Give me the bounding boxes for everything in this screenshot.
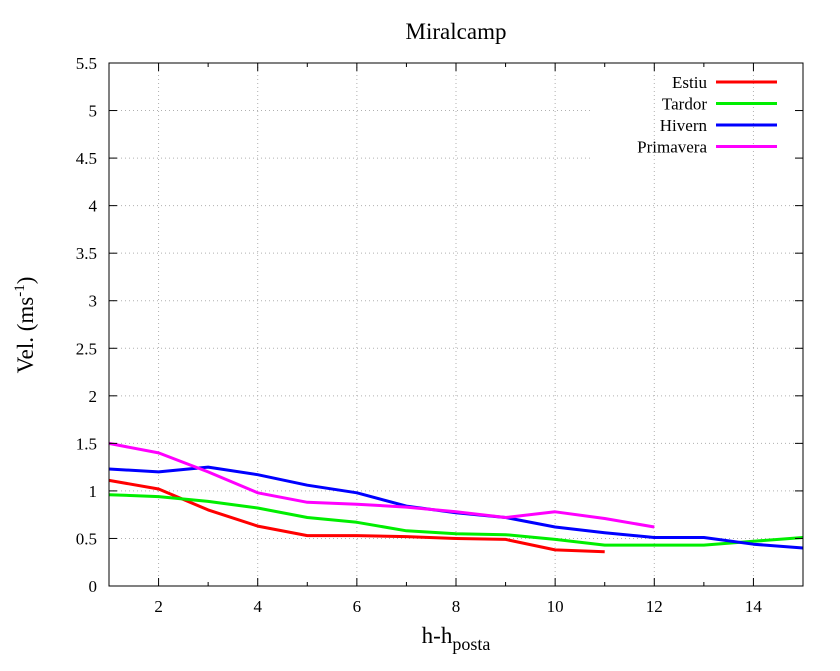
y-tick-label: 2: [89, 387, 98, 406]
x-tick-label: 6: [353, 597, 362, 616]
grid-lines: [109, 63, 803, 586]
series-lines: [108, 441, 804, 554]
x-tick-label: 10: [547, 597, 564, 616]
x-axis-label-subscript: posta: [452, 634, 490, 654]
x-tick-label: 12: [646, 597, 663, 616]
x-axis-label: h-hposta: [422, 623, 491, 654]
y-tick-label: 2.5: [76, 339, 97, 358]
y-axis-label: Vel. (ms-1): [12, 277, 38, 374]
series-line-estiu: [108, 478, 605, 554]
x-tick-label: 2: [154, 597, 163, 616]
y-axis-label-superscript: -1: [12, 284, 28, 297]
legend-label-hivern: Hivern: [660, 116, 708, 135]
x-axis-label-main: h-h: [422, 623, 453, 648]
y-tick-label: 4.5: [76, 149, 97, 168]
y-axis-label-close: ): [13, 277, 38, 285]
x-tick-label: 4: [253, 597, 262, 616]
series-line-tardor: [108, 493, 804, 547]
y-tick-label: 0: [89, 577, 98, 596]
axis-ticks: [108, 62, 804, 587]
legend: Estiu Tardor Hivern Primavera: [637, 73, 777, 157]
y-tick-label: 5.5: [76, 54, 97, 73]
x-tick-label: 8: [452, 597, 461, 616]
legend-label-primavera: Primavera: [637, 138, 707, 157]
x-tick-label: 14: [745, 597, 763, 616]
y-tick-label: 0.5: [76, 529, 97, 548]
y-tick-label: 1: [89, 482, 98, 501]
y-tick-label: 1.5: [76, 434, 97, 453]
y-tick-label: 3: [89, 292, 98, 311]
series-line-primavera: [108, 441, 655, 529]
y-axis-label-main: Vel. (ms: [13, 297, 38, 374]
legend-label-estiu: Estiu: [672, 73, 707, 92]
chart-title: Miralcamp: [406, 19, 507, 44]
y-tick-label: 4: [89, 197, 98, 216]
legend-label-tardor: Tardor: [662, 95, 707, 114]
tick-labels: 2 4 6 8 10 12 14 0 0.5 1 1.5 2 2.5 3 3.5 4 4.5 5 5.5: [76, 54, 763, 616]
y-tick-label: 3.5: [76, 244, 97, 263]
y-tick-label: 5: [89, 102, 98, 121]
